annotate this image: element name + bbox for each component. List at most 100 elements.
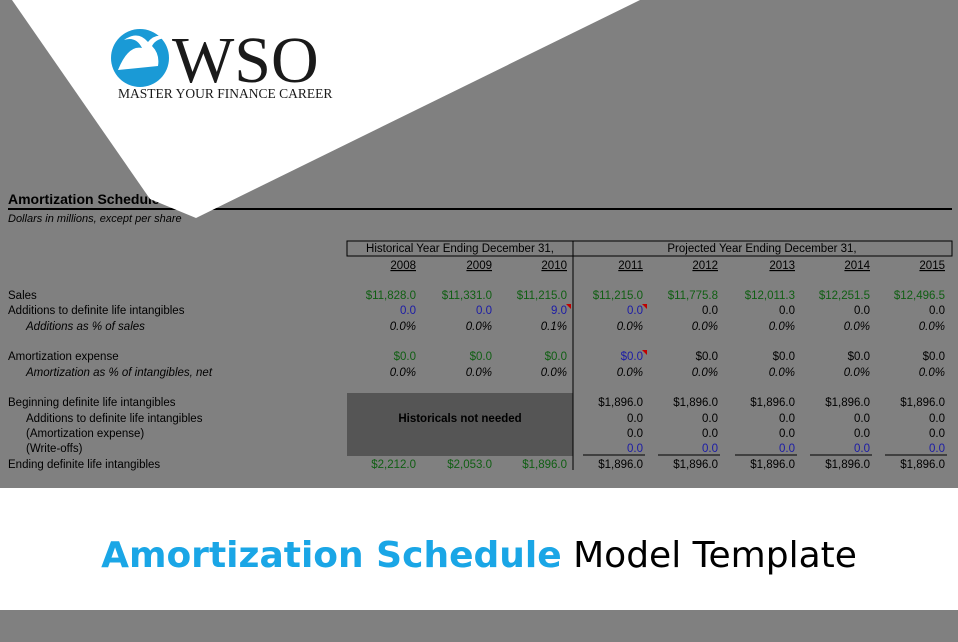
- cell-value: $1,896.0: [522, 459, 567, 471]
- cell-value: 0.0: [702, 443, 718, 455]
- cell-value: 9.0: [551, 305, 567, 317]
- cell-value: $11,215.0: [593, 290, 643, 302]
- comment-flag: [642, 350, 647, 355]
- cell-value: $1,896.0: [825, 459, 870, 471]
- cell-value: $11,775.8: [668, 290, 718, 302]
- year-header: 2011: [618, 260, 643, 272]
- year-header: 2009: [466, 260, 492, 272]
- cell-value: 0.0: [854, 428, 870, 440]
- row-label: Additions to definite life intangibles: [26, 413, 203, 425]
- cell-value: 0.0%: [844, 321, 870, 333]
- cell-value: 0.0%: [844, 367, 870, 379]
- banner-highlight: Amortization Schedule: [101, 535, 562, 576]
- cell-value: $1,896.0: [750, 397, 795, 409]
- comment-flag: [642, 304, 647, 309]
- cell-value: $1,896.0: [900, 459, 945, 471]
- row-label: Beginning definite life intangibles: [8, 397, 176, 409]
- cell-value: 0.0%: [617, 321, 643, 333]
- row-label: Sales: [8, 290, 37, 302]
- row-label: Additions to definite life intangibles: [8, 305, 185, 317]
- cell-value: $0.0: [621, 351, 643, 363]
- sheet-subtitle: Dollars in millions, except per share: [8, 213, 182, 225]
- historicals-shade: [347, 393, 573, 456]
- row-label: Amortization expense: [8, 351, 119, 363]
- year-header: 2013: [769, 260, 795, 272]
- banner-rest: Model Template: [573, 535, 857, 576]
- cell-value: 0.0: [627, 443, 643, 455]
- cell-value: 0.0%: [769, 321, 795, 333]
- cell-value: $0.0: [696, 351, 718, 363]
- footer-strip: [0, 610, 958, 642]
- cell-value: 0.0: [627, 413, 643, 425]
- cell-value: 0.0: [929, 305, 945, 317]
- cell-value: 0.0: [929, 428, 945, 440]
- cell-value: 0.0: [476, 305, 492, 317]
- cell-value: 0.0%: [390, 367, 416, 379]
- logo-brand: WSO: [172, 24, 319, 97]
- cell-value: 0.0: [779, 305, 795, 317]
- year-header: 2015: [919, 260, 945, 272]
- cell-value: $1,896.0: [673, 459, 718, 471]
- year-header: 2008: [390, 260, 416, 272]
- cell-value: $1,896.0: [598, 397, 643, 409]
- cell-value: $1,896.0: [825, 397, 870, 409]
- cell-value: $1,896.0: [900, 397, 945, 409]
- logo: WSO MASTER YOUR FINANCE CAREER: [111, 24, 332, 101]
- cell-value: $2,212.0: [371, 459, 416, 471]
- row-label: Amortization as % of intangibles, net: [25, 367, 213, 379]
- cell-value: 0.0%: [769, 367, 795, 379]
- cell-value: 0.0%: [692, 367, 718, 379]
- cell-value: $0.0: [394, 351, 416, 363]
- projected-header: Projected Year Ending December 31,: [667, 243, 856, 255]
- historicals-note: Historicals not needed: [398, 413, 521, 425]
- row-label: Additions as % of sales: [25, 321, 145, 333]
- cell-value: 0.0: [702, 413, 718, 425]
- historical-header: Historical Year Ending December 31,: [366, 243, 554, 255]
- cell-value: 0.0%: [919, 321, 945, 333]
- logo-tagline: MASTER YOUR FINANCE CAREER: [118, 86, 332, 101]
- cell-value: 0.0%: [919, 367, 945, 379]
- cell-value: $11,331.0: [442, 290, 492, 302]
- cell-value: $1,896.0: [673, 397, 718, 409]
- spreadsheet: Amortization Schedule Dollars in million…: [8, 191, 953, 471]
- year-header: 2014: [844, 260, 870, 272]
- cell-value: $12,011.3: [745, 290, 795, 302]
- cell-value: 0.0%: [390, 321, 416, 333]
- cell-value: 0.1%: [541, 321, 567, 333]
- cell-value: $11,215.0: [517, 290, 567, 302]
- cell-value: $0.0: [470, 351, 492, 363]
- cell-value: 0.0%: [466, 367, 492, 379]
- cell-value: 0.0%: [466, 321, 492, 333]
- cell-value: $12,496.5: [894, 290, 945, 302]
- cell-value: 0.0: [854, 443, 870, 455]
- cell-value: $2,053.0: [447, 459, 492, 471]
- row-label: (Write-offs): [26, 443, 83, 455]
- cell-value: 0.0: [779, 443, 795, 455]
- year-header: 2012: [692, 260, 718, 272]
- cell-value: 0.0: [854, 305, 870, 317]
- cell-value: 0.0: [779, 413, 795, 425]
- cell-value: $1,896.0: [750, 459, 795, 471]
- logo-palm: [118, 35, 168, 70]
- cell-value: $0.0: [923, 351, 945, 363]
- cell-value: 0.0%: [617, 367, 643, 379]
- cell-value: $12,251.5: [819, 290, 870, 302]
- cell-value: 0.0: [627, 305, 643, 317]
- cell-value: 0.0: [929, 443, 945, 455]
- cell-value: 0.0: [627, 428, 643, 440]
- cell-value: 0.0: [854, 413, 870, 425]
- cell-value: 0.0: [400, 305, 416, 317]
- cell-value: $1,896.0: [598, 459, 643, 471]
- cell-value: 0.0: [779, 428, 795, 440]
- cell-value: $0.0: [773, 351, 795, 363]
- cell-value: 0.0: [929, 413, 945, 425]
- year-header: 2010: [541, 260, 567, 272]
- page-fold: [12, 0, 640, 218]
- cell-value: $0.0: [848, 351, 870, 363]
- row-label: (Amortization expense): [26, 428, 144, 440]
- cell-value: 0.0%: [541, 367, 567, 379]
- cell-value: 0.0%: [692, 321, 718, 333]
- banner-title: Amortization Schedule Model Template: [101, 535, 857, 576]
- cell-value: $11,828.0: [366, 290, 416, 302]
